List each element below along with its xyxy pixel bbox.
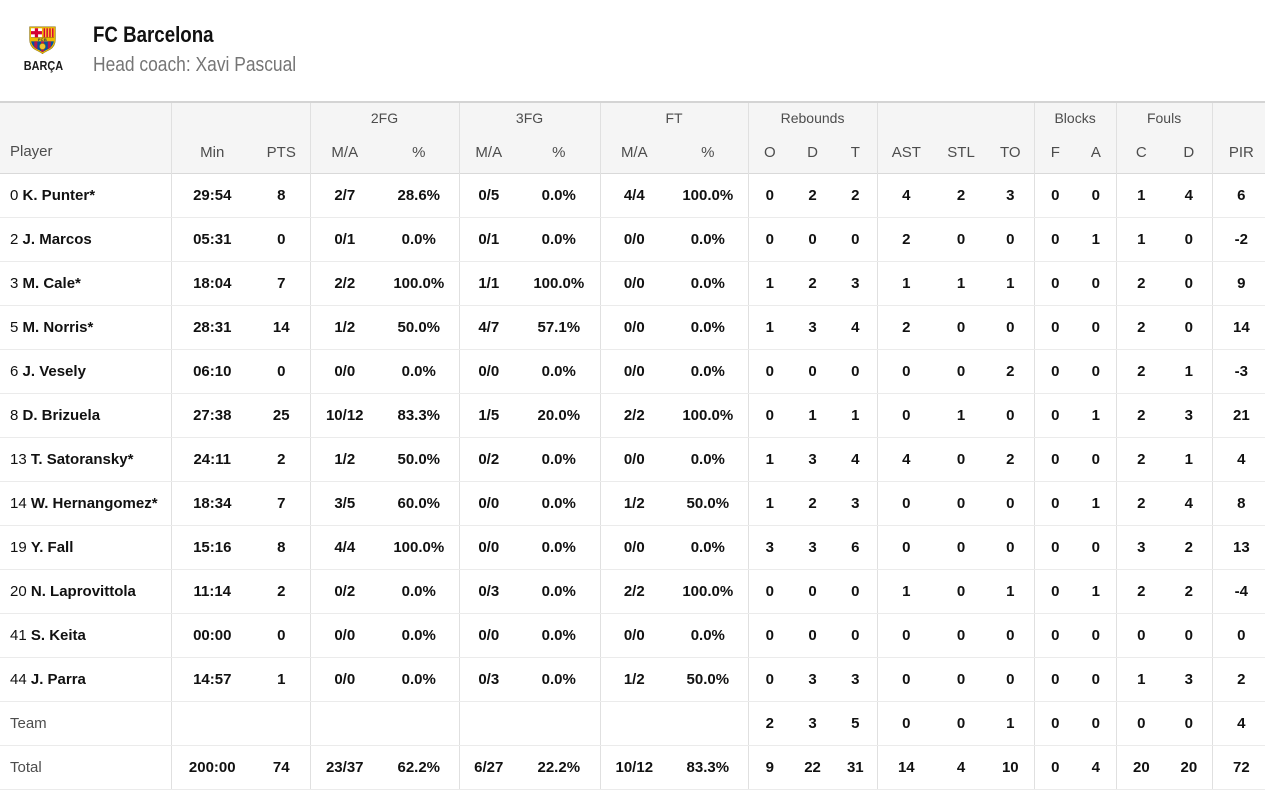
svg-text:FCB: FCB <box>38 37 47 42</box>
